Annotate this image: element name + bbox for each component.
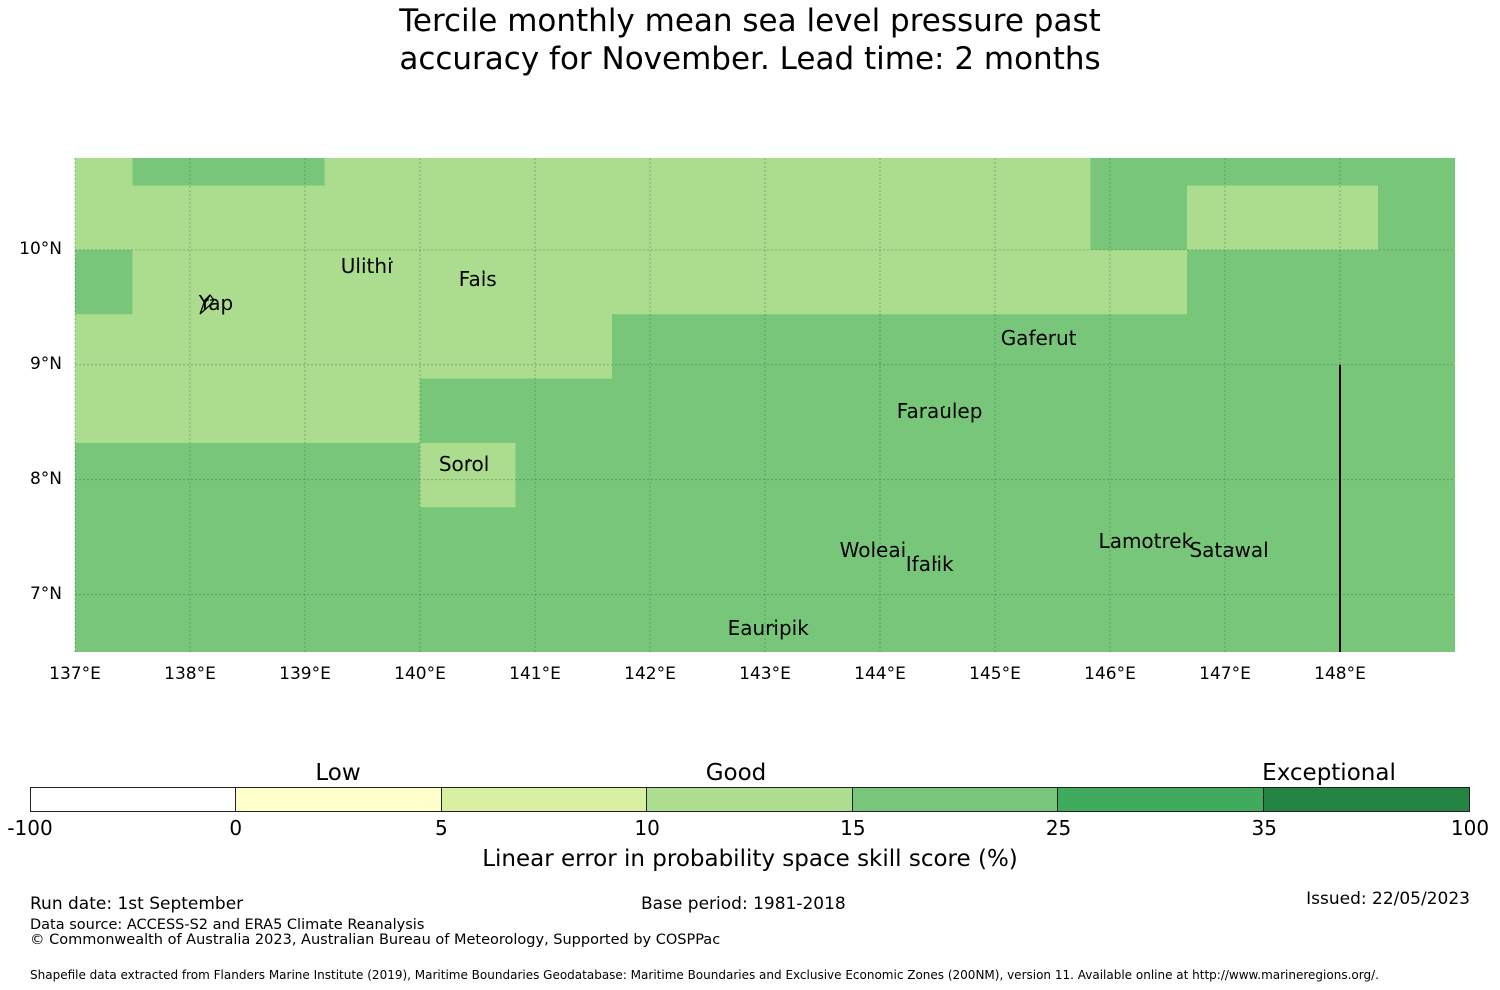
island-eauripik [772,625,775,628]
colorbar-label: Linear error in probability space skill … [482,846,1018,872]
lon-label: 144°E [854,664,906,684]
colorbar [30,787,1470,812]
place-label-ifalik: Ifalik [905,551,954,576]
lon-label: 145°E [969,664,1021,684]
island-sorol [467,458,470,461]
skill-region-4 [1187,249,1455,652]
base-period: Base period: 1981-2018 [641,894,846,914]
colorbar-segment-6 [1263,788,1469,811]
island-woleai [872,547,875,550]
lon-label: 141°E [509,664,561,684]
lon-label: 143°E [739,664,791,684]
island-ulithi [390,260,393,263]
colorbar-segment-0 [31,788,237,811]
lat-label: 7°N [29,583,62,604]
skill-region-7 [75,249,133,315]
issued-date: Issued: 22/05/2023 [1306,889,1470,909]
skill-region-8 [420,442,516,508]
lat-label: 9°N [29,353,62,374]
place-label-lamotrek: Lamotrek [1098,528,1194,553]
lat-label: 8°N [29,468,62,489]
island-yap [206,298,209,301]
skill-map [74,158,1455,652]
lon-label: 137°E [49,664,101,684]
island-ifalik [934,560,937,563]
island-gaferut [1041,333,1044,336]
colorbar-tick-label: 15 [840,816,866,840]
place-label-yap: Yap [198,290,234,315]
lon-label: 146°E [1084,664,1136,684]
copyright: © Commonwealth of Australia 2023, Austra… [30,932,721,948]
colorbar-tick-label: 35 [1251,816,1277,840]
colorbar-segment-1 [236,788,442,811]
place-label-faraulep: Faraulep [896,398,983,423]
data-source: Data source: ACCESS-S2 and ERA5 Climate … [30,917,425,933]
colorbar-tick-label: 5 [435,816,448,840]
place-label-ulithi: Ulithi [340,253,393,278]
island-satawal [1231,547,1234,550]
lon-label: 147°E [1199,664,1251,684]
colorbar-segment-2 [441,788,648,811]
place-label-sorol: Sorol [438,451,490,476]
run-date: Run date: 1st September [30,894,244,914]
lon-label: 148°E [1314,664,1366,684]
lon-label: 139°E [279,664,331,684]
island-fais [482,272,485,275]
place-label-satawal: Satawal [1189,538,1269,563]
place-label-gaferut: Gaferut [1000,326,1077,351]
place-label-fais: Fais [458,267,497,292]
lon-label: 140°E [394,664,446,684]
colorbar-tick-label: 25 [1045,816,1072,840]
colorbar-tick-label: 0 [229,816,243,840]
lon-label: 142°E [624,664,676,684]
lat-label: 10°N [19,238,62,259]
colorbar-category-low: Low [315,760,361,786]
shapefile-credit: Shapefile data extracted from Flanders M… [30,968,1379,982]
colorbar-tick-label: 10 [634,816,660,840]
colorbar-segment-4 [852,788,1059,811]
colorbar-segment-5 [1058,788,1264,811]
colorbar-category-exceptional: Exceptional [1262,760,1396,786]
island-faraulep [942,405,945,408]
colorbar-tick-label: -100 [7,816,53,840]
map-title: Tercile monthly mean sea level pressure … [0,2,1500,78]
map-title-line2: accuracy for November. Lead time: 2 mont… [399,41,1101,77]
island-lamotrek [1155,535,1158,538]
lon-label: 138°E [164,664,216,684]
skill-region-6 [132,158,325,186]
colorbar-category-good: Good [705,760,767,786]
map-title-line1: Tercile monthly mean sea level pressure … [399,3,1101,39]
island-yap-outline [199,294,215,315]
skill-region-9 [1187,185,1378,250]
place-label-woleai: Woleai [839,538,907,563]
place-label-eauripik: Eauripik [727,616,809,641]
colorbar-segment-3 [647,788,853,811]
colorbar-tick-label: 100 [1450,816,1490,840]
